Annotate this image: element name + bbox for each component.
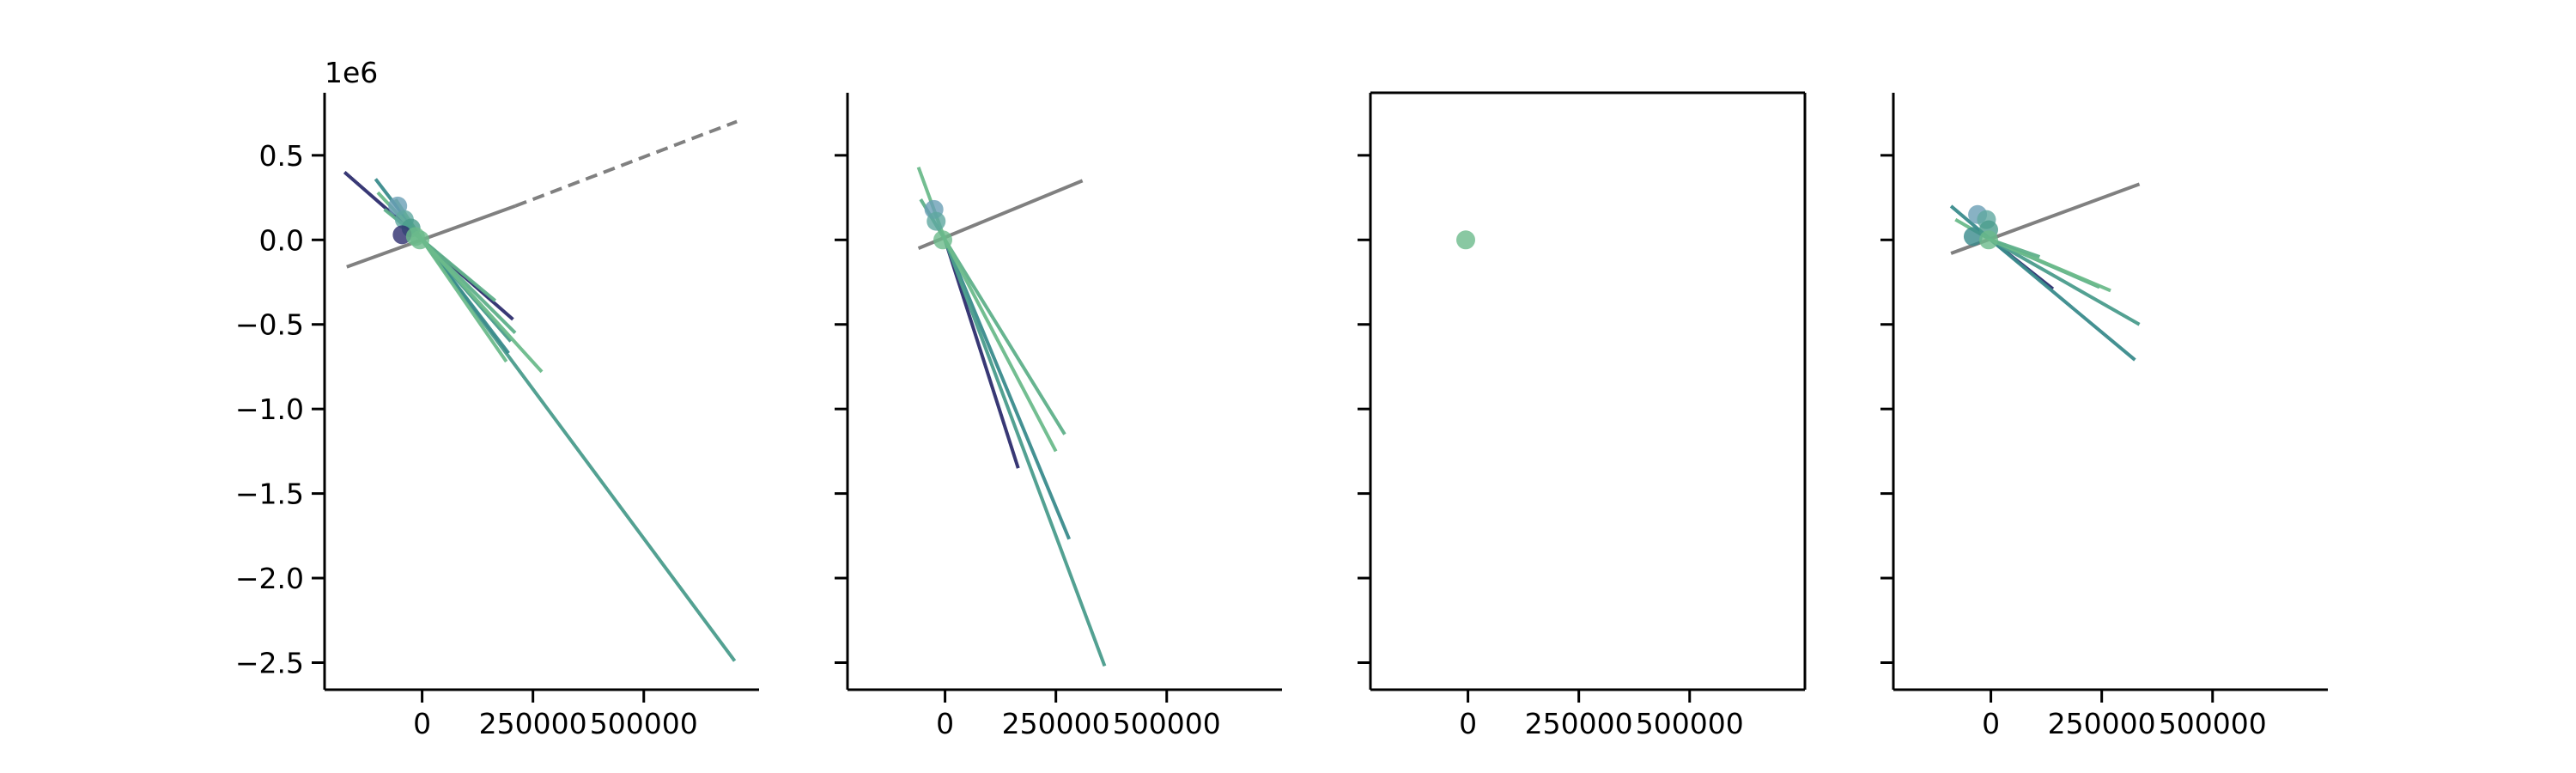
x-tick-label: 0 [936,707,954,740]
x-tick-label: 500000 [1113,707,1221,740]
y-offset-text: 1e6 [325,56,378,89]
y-tick-label: −0.5 [235,308,304,342]
data-segment-8 [421,238,497,302]
reference-line-2 [514,119,738,208]
data-point-3 [1963,227,1983,247]
data-segment-10 [420,239,508,363]
y-tick-label: 0.0 [259,223,304,257]
data-segment-1 [943,239,1020,469]
x-tick-label: 0 [1982,707,2000,740]
x-tick-label: 500000 [2159,707,2267,740]
data-point-3 [933,230,953,250]
x-tick-label: 250000 [2048,707,2156,740]
axes-3: 0 250000 500000 [1358,91,1807,740]
data-segment-3 [943,239,1107,667]
subplot-grid: 0 250000 5000000.50.0−0.5−1.0−1.5−2.0−2.50… [235,91,2328,740]
y-tick-label: −2.5 [235,646,304,679]
data-point-2 [927,211,946,231]
subplot-4: 0 250000 500000 [1880,93,2328,740]
data-segment-2 [943,239,1072,540]
x-tick-label: 500000 [590,707,698,740]
plot-area-2 [916,166,1107,667]
plot-area-1 [343,119,738,662]
data-segment-2 [1990,238,2136,362]
subplot-2: 0 250000 500000 [835,93,1282,740]
data-point-5 [1979,230,1999,250]
plot-area-3 [1456,230,1476,250]
data-segment-4 [943,239,1066,435]
x-tick-label: 250000 [1002,707,1110,740]
data-point-1 [1456,230,1476,250]
x-tick-label: 500000 [1636,707,1744,740]
data-segment-9 [421,238,544,374]
axes-1: 0 250000 500000 0.5 0.0 −0.5 −1.0 −1.5 −2.0 −2.5 [235,93,759,740]
data-segment-3 [1990,238,2141,326]
y-tick-label: 0.5 [259,139,304,173]
axes-4: 0 250000 500000 [1880,93,2328,740]
y-tick-label: −1.0 [235,393,304,426]
subplot-3: 0 250000 500000 [1358,91,1807,740]
data-segment-8 [1990,238,2041,259]
reference-line-1 [346,204,516,269]
data-point-6 [410,230,430,250]
axes-2: 0 250000 500000 [835,93,1282,740]
x-tick-label: 250000 [1525,707,1633,740]
subplot-1: 0 250000 500000 0.5 0.0 −0.5 −1.0 −1.5 −2.0 −2.5 [235,93,759,740]
y-tick-label: −2.0 [235,562,304,595]
x-tick-label: 0 [413,707,431,740]
x-tick-label: 250000 [479,707,587,740]
plot-area-4 [1949,182,2141,362]
y-tick-label: −1.5 [235,478,304,511]
data-segment-5 [943,239,1058,453]
x-tick-label: 0 [1459,707,1477,740]
